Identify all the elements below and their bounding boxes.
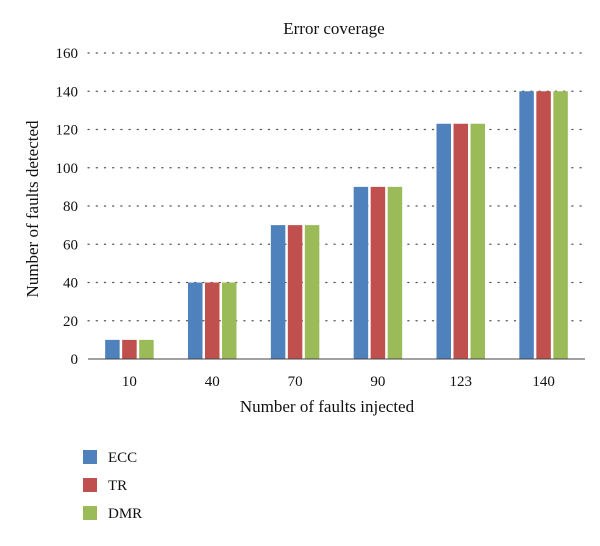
legend-swatch-dmr: [83, 506, 97, 520]
bars: [105, 91, 568, 359]
x-tick-label: 10: [122, 374, 137, 390]
bar-tr-40: [205, 282, 220, 359]
bar-ecc-40: [188, 282, 203, 359]
y-tick-label: 0: [71, 352, 79, 368]
y-tick-label: 20: [63, 314, 78, 330]
bar-dmr-10: [139, 339, 154, 359]
axes: 0 20 40 60 80 100 120 140 160 10 40 70 90 123 140: [56, 46, 585, 390]
chart-title: Error coverage: [283, 19, 384, 38]
bar-ecc-10: [105, 339, 120, 359]
legend-swatch-tr: [83, 478, 97, 492]
bar-dmr-40: [222, 282, 237, 359]
legend-label-dmr: DMR: [108, 506, 142, 522]
bar-ecc-90: [353, 186, 369, 359]
bar-dmr-140: [553, 91, 568, 359]
y-tick-label: 80: [63, 199, 78, 215]
x-tick-label: 40: [205, 374, 220, 390]
bar-tr-123: [453, 123, 468, 359]
bar-tr-70: [287, 225, 303, 359]
y-tick-label: 120: [56, 123, 79, 139]
y-tick-label: 140: [56, 84, 79, 100]
bar-ecc-70: [270, 225, 286, 359]
x-tick-label: 140: [532, 374, 555, 390]
y-axis-title: Number of faults detected: [23, 120, 42, 298]
bar-dmr-70: [304, 225, 320, 359]
x-tick-label: 90: [370, 374, 385, 390]
legend-swatch-ecc: [83, 450, 97, 464]
x-tick-label: 70: [288, 374, 303, 390]
gridlines: [87, 52, 586, 322]
bar-ecc-140: [519, 91, 534, 359]
x-tick-label: 123: [450, 374, 473, 390]
bar-tr-140: [536, 91, 551, 359]
y-tick-label: 160: [56, 46, 79, 62]
bar-ecc-123: [436, 123, 451, 359]
bar-dmr-123: [470, 123, 485, 359]
bar-dmr-90: [387, 186, 403, 359]
legend-label-ecc: ECC: [108, 450, 137, 466]
legend-label-tr: TR: [108, 478, 127, 494]
x-axis-title: Number of faults injected: [240, 397, 415, 416]
y-tick-label: 40: [63, 276, 78, 292]
bar-tr-90: [370, 186, 386, 359]
legend: ECC TR DMR: [83, 450, 142, 522]
y-tick-label: 60: [63, 237, 78, 253]
y-tick-label: 100: [56, 161, 79, 177]
bar-tr-10: [122, 339, 137, 359]
